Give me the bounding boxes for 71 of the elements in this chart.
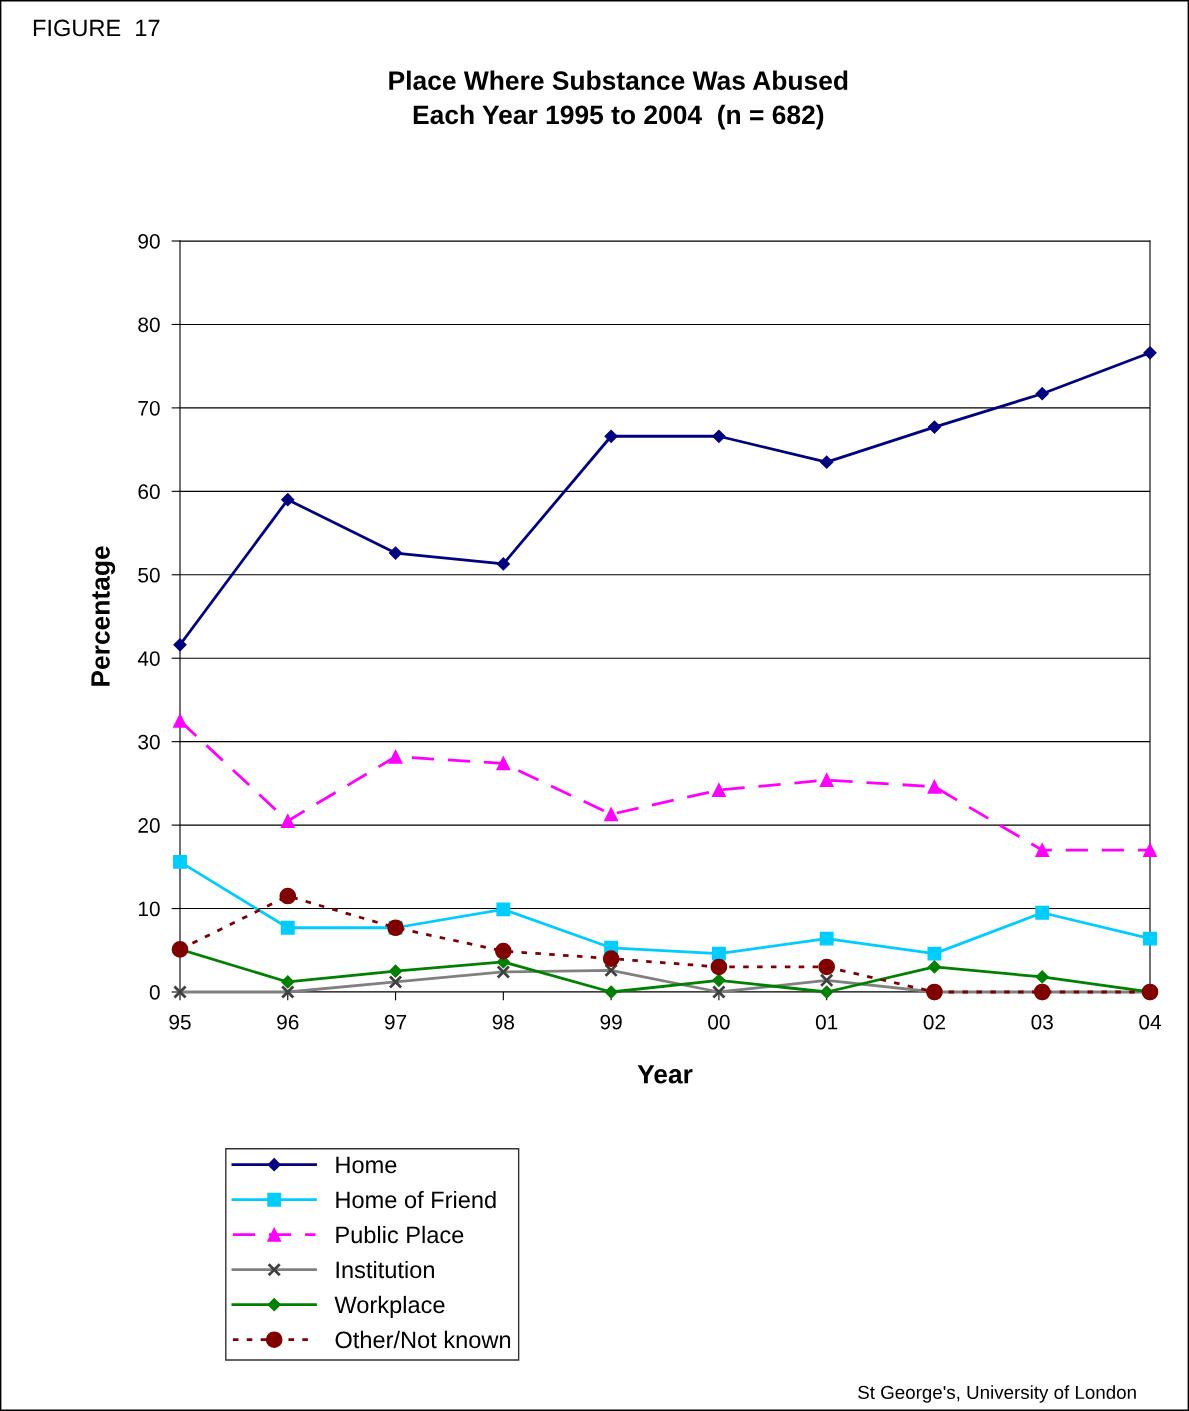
legend-label: Other/Not known — [335, 1330, 511, 1349]
point — [819, 931, 834, 946]
point — [1143, 346, 1157, 360]
point — [927, 779, 942, 794]
y-tick-label: 20 — [138, 818, 160, 833]
point — [388, 546, 403, 560]
chart-title: Place Where Substance Was Abused Each Year 1995 to 2004 (n = 682) — [389, 70, 848, 130]
point — [1143, 843, 1157, 858]
caption: FIGURE 17 — [33, 19, 160, 37]
point — [279, 887, 297, 905]
point — [496, 557, 510, 571]
point — [711, 946, 726, 961]
legend-label: Home of Friend — [336, 1190, 496, 1209]
point — [494, 942, 512, 960]
legend-label: Institution — [336, 1260, 434, 1279]
point — [820, 455, 834, 469]
y-tick-label: 60 — [138, 484, 160, 500]
y-tick-label: 10 — [138, 901, 160, 917]
x-axis-title: Year — [637, 1065, 693, 1084]
x-tick-label: 03 — [1031, 1014, 1053, 1030]
point — [173, 854, 187, 869]
x-tick-label: 97 — [384, 1014, 407, 1030]
point — [711, 783, 726, 798]
point — [604, 985, 618, 999]
x-tick-label: 01 — [815, 1014, 838, 1030]
point — [173, 713, 187, 728]
point — [173, 638, 187, 652]
legend-label: Public Place — [336, 1225, 464, 1244]
point — [1035, 970, 1049, 984]
point — [927, 960, 942, 974]
x-tick-label: 04 — [1139, 1014, 1161, 1030]
point — [388, 749, 403, 764]
y-tick-label: 0 — [149, 985, 160, 1000]
legend-label: Workplace — [334, 1295, 445, 1318]
text: St George's, University of London — [858, 1385, 1136, 1403]
point — [819, 773, 834, 787]
point — [281, 493, 295, 507]
y-tick-label: 70 — [138, 400, 160, 416]
y-tick-label: 30 — [138, 734, 160, 750]
x-tick-label: 99 — [600, 1014, 622, 1030]
x-tick-label: 02 — [923, 1014, 945, 1030]
x-tick-label: 95 — [169, 1014, 191, 1030]
x-tick-label: 00 — [708, 1014, 730, 1030]
point — [280, 920, 295, 935]
point — [604, 429, 618, 443]
point — [927, 420, 942, 434]
point — [712, 429, 726, 443]
point — [820, 985, 834, 999]
point — [496, 756, 511, 771]
y-tick-label: 90 — [138, 234, 160, 249]
y-tick-label: 40 — [137, 651, 160, 666]
point — [712, 973, 726, 987]
point — [818, 958, 836, 976]
point — [1035, 905, 1050, 920]
point — [602, 950, 620, 967]
point — [496, 902, 511, 917]
point — [927, 946, 942, 961]
point — [280, 813, 295, 828]
y-axis-title: Percentage — [91, 546, 116, 686]
point — [604, 807, 619, 822]
point — [1143, 931, 1157, 946]
point — [710, 958, 728, 976]
y-tick-label: 50 — [138, 567, 160, 583]
legend-label: Home — [336, 1156, 397, 1174]
point — [281, 975, 295, 989]
y-tick-label: 80 — [138, 317, 160, 333]
x-tick-label: 96 — [277, 1014, 299, 1030]
x-tick-label: 98 — [492, 1014, 515, 1030]
point — [1035, 843, 1050, 858]
point — [1035, 387, 1049, 401]
point — [388, 964, 403, 978]
